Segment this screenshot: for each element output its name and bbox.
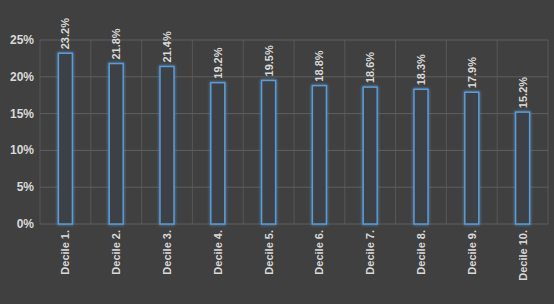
- x-tick-label: Decile 2.: [110, 230, 122, 275]
- category-separator: [497, 40, 498, 224]
- category-separator: [344, 40, 345, 224]
- data-label: 23.2%: [59, 18, 71, 49]
- x-tick-label: Decile 7.: [364, 230, 376, 275]
- y-tick-label: 10%: [10, 143, 34, 157]
- bar: [516, 112, 530, 224]
- x-tick-label: Decile 5.: [263, 230, 275, 275]
- data-label: 18.3%: [415, 54, 427, 85]
- y-tick-label: 25%: [10, 33, 34, 47]
- data-label: 19.2%: [212, 47, 224, 78]
- x-tick-label: Decile 9.: [466, 230, 478, 275]
- bar: [58, 53, 72, 224]
- x-tick-label: Decile 3.: [161, 230, 173, 275]
- category-separator: [395, 40, 396, 224]
- data-label: 18.6%: [364, 52, 376, 83]
- x-tick-label: Decile 1.: [59, 230, 71, 275]
- category-separator: [446, 40, 447, 224]
- chart: 0% 5% 10% 15% 20% 25% 23.2% 21.8% 21.4% 19.2% 19.5…: [0, 0, 554, 304]
- y-tick-label: 5%: [17, 180, 35, 194]
- bar: [160, 66, 174, 224]
- x-tick-label: Decile 8.: [415, 230, 427, 275]
- category-separator: [294, 40, 295, 224]
- y-tick-label: 15%: [10, 107, 34, 121]
- bar: [109, 64, 123, 224]
- category-separator: [243, 40, 244, 224]
- y-tick-label: 20%: [10, 70, 34, 84]
- category-separator: [40, 40, 41, 224]
- data-label: 15.2%: [517, 77, 529, 108]
- bar: [363, 87, 377, 224]
- x-tick-label: Decile 4.: [212, 230, 224, 275]
- data-label: 19.5%: [263, 45, 275, 76]
- data-label: 17.9%: [466, 57, 478, 88]
- category-separator: [90, 40, 91, 224]
- bar: [262, 80, 276, 224]
- background: [0, 0, 554, 304]
- category-separator: [548, 40, 549, 224]
- y-tick-label: 0%: [17, 217, 35, 231]
- data-label: 21.4%: [161, 31, 173, 62]
- x-tick-label: Decile 6.: [313, 230, 325, 275]
- category-separator: [141, 40, 142, 224]
- bar: [414, 89, 428, 224]
- x-tick-label: Decile 10.: [517, 230, 529, 281]
- bar: [211, 83, 225, 224]
- bar: [312, 86, 326, 224]
- data-label: 21.8%: [110, 28, 122, 59]
- bar: [465, 92, 479, 224]
- category-separator: [192, 40, 193, 224]
- data-label: 18.8%: [313, 50, 325, 81]
